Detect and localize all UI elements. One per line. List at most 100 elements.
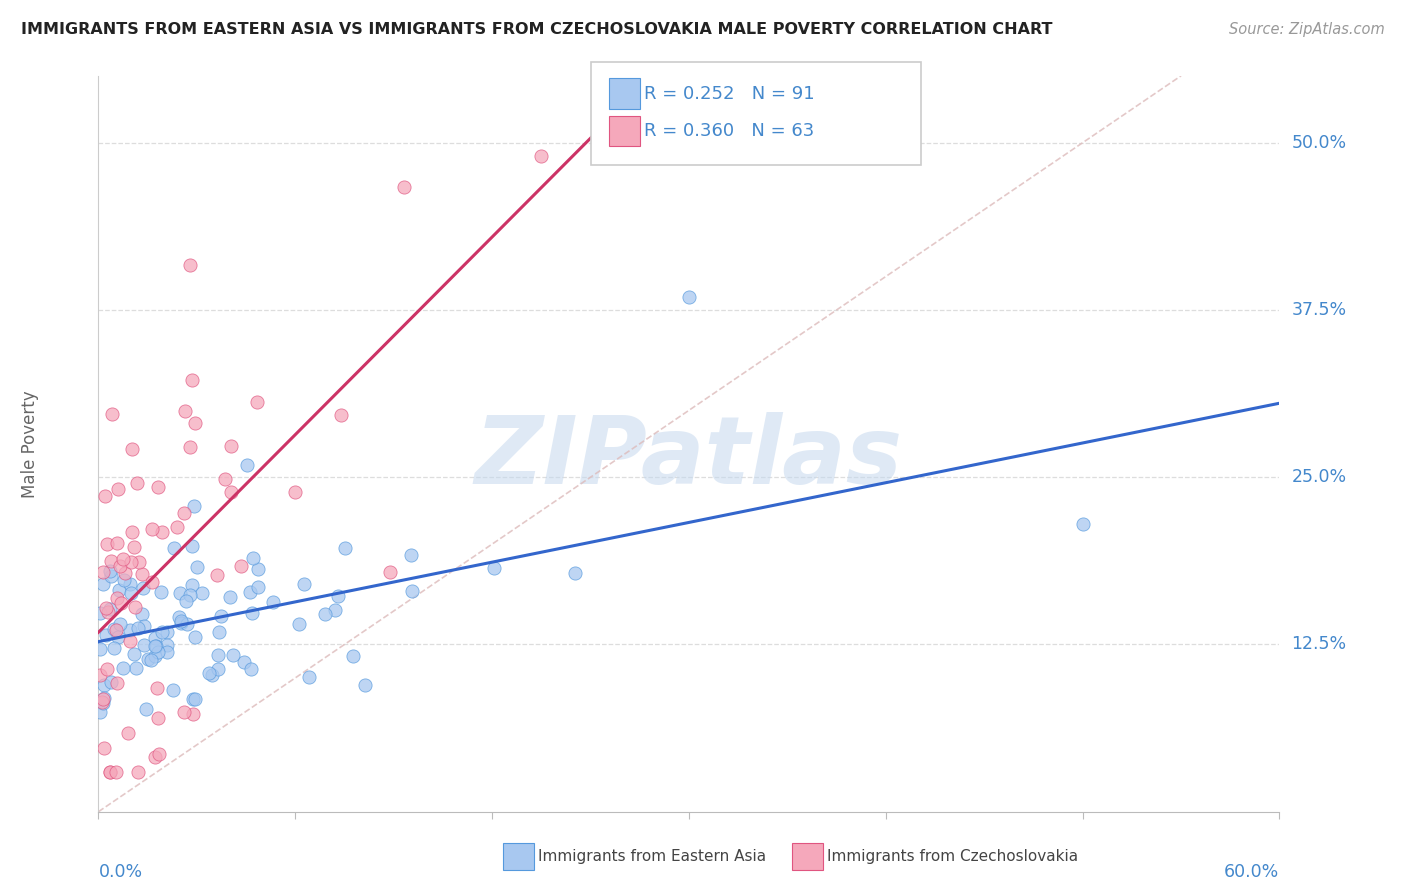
Point xyxy=(132,619,155,633)
Point xyxy=(132,638,155,652)
Point xyxy=(143,632,166,646)
Point xyxy=(179,441,201,455)
Point xyxy=(186,559,208,574)
Point xyxy=(482,561,505,575)
Point xyxy=(101,407,124,421)
Point xyxy=(169,586,191,600)
Point xyxy=(219,439,242,453)
Point xyxy=(91,565,114,579)
Point xyxy=(91,577,114,591)
Point xyxy=(89,642,111,657)
Text: 37.5%: 37.5% xyxy=(1291,301,1347,319)
Point xyxy=(121,524,143,539)
Point xyxy=(135,702,157,716)
Text: Male Poverty: Male Poverty xyxy=(21,390,39,498)
Point xyxy=(96,536,118,550)
Point xyxy=(93,678,115,692)
Point xyxy=(125,661,148,675)
Point xyxy=(174,594,197,608)
Point xyxy=(184,692,207,706)
Text: IMMIGRANTS FROM EASTERN ASIA VS IMMIGRANTS FROM CZECHOSLOVAKIA MALE POVERTY CORR: IMMIGRANTS FROM EASTERN ASIA VS IMMIGRAN… xyxy=(21,22,1053,37)
Point xyxy=(207,662,229,676)
Text: 60.0%: 60.0% xyxy=(1225,863,1279,881)
Point xyxy=(145,640,167,654)
Text: R = 0.252   N = 91: R = 0.252 N = 91 xyxy=(644,85,814,103)
Point xyxy=(240,606,263,620)
Point xyxy=(678,289,700,303)
Point xyxy=(233,655,256,669)
Text: Immigrants from Czechoslovakia: Immigrants from Czechoslovakia xyxy=(827,849,1078,863)
Point xyxy=(122,648,145,662)
Point xyxy=(284,484,307,499)
Point xyxy=(184,630,207,644)
Point xyxy=(141,574,163,589)
Point xyxy=(378,566,401,580)
Point xyxy=(1071,516,1094,531)
Point xyxy=(120,555,142,569)
Point xyxy=(103,640,125,655)
Text: Immigrants from Eastern Asia: Immigrants from Eastern Asia xyxy=(538,849,766,863)
Point xyxy=(176,617,198,632)
Point xyxy=(201,668,224,682)
Point xyxy=(100,764,122,779)
Point xyxy=(209,609,232,624)
Point xyxy=(181,691,204,706)
Point xyxy=(121,442,143,456)
Point xyxy=(110,559,132,574)
Point xyxy=(530,149,553,163)
Point xyxy=(131,567,153,582)
Point xyxy=(246,562,269,576)
Point xyxy=(287,617,309,632)
Point xyxy=(183,706,205,721)
Point xyxy=(180,539,202,553)
Point xyxy=(184,417,207,431)
Point xyxy=(120,634,142,648)
Point xyxy=(214,472,236,486)
Point xyxy=(136,652,159,666)
Point xyxy=(173,705,195,719)
Point xyxy=(179,258,201,272)
Point xyxy=(94,489,117,503)
Point xyxy=(169,609,191,624)
Text: Source: ZipAtlas.com: Source: ZipAtlas.com xyxy=(1229,22,1385,37)
Point xyxy=(105,591,128,606)
Text: 50.0%: 50.0% xyxy=(1291,134,1347,152)
Point xyxy=(156,638,179,652)
Point xyxy=(208,625,231,640)
Point xyxy=(128,555,150,569)
Point xyxy=(89,667,111,681)
Point xyxy=(292,576,315,591)
Point xyxy=(143,649,166,664)
Point xyxy=(89,606,111,620)
Point xyxy=(98,602,121,616)
Point xyxy=(353,678,375,692)
Point xyxy=(91,692,114,706)
Point xyxy=(399,548,422,562)
Point xyxy=(96,662,118,676)
Point xyxy=(100,554,122,568)
Point xyxy=(333,541,356,556)
Point xyxy=(242,551,264,566)
Point xyxy=(163,541,186,555)
Point xyxy=(239,585,262,599)
Point xyxy=(98,764,121,779)
Point xyxy=(108,583,131,598)
Point xyxy=(105,676,128,690)
Point xyxy=(112,552,135,566)
Text: 25.0%: 25.0% xyxy=(1291,468,1347,486)
Point xyxy=(94,628,117,642)
Point xyxy=(89,706,111,720)
Point xyxy=(100,569,122,583)
Point xyxy=(117,726,139,740)
Point xyxy=(146,681,169,696)
Point xyxy=(401,584,423,599)
Point xyxy=(207,648,229,662)
Point xyxy=(146,645,169,659)
Point xyxy=(93,690,115,705)
Point xyxy=(326,589,349,603)
Point xyxy=(124,599,146,614)
Point xyxy=(156,645,179,659)
Point xyxy=(173,506,195,520)
Point xyxy=(96,605,118,619)
Point xyxy=(91,696,114,710)
